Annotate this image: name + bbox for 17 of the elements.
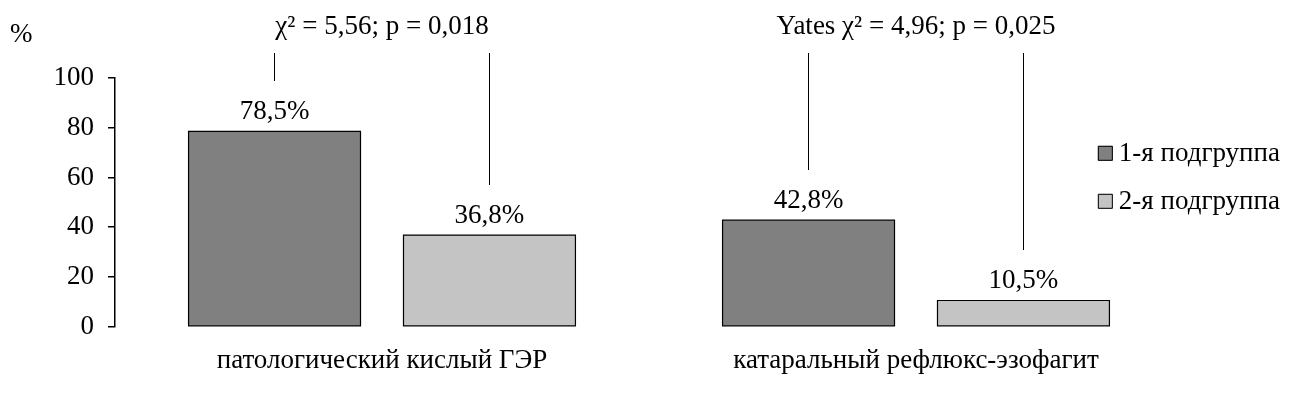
y-axis-title: % [10,18,33,48]
data-label: 42,8% [773,184,844,215]
text: χ² = 5,56; p = 0,018 [274,10,489,40]
data-label: 10,5% [988,264,1059,295]
x-tick-label: патологический кислый ГЭР [216,343,548,374]
y-tick-label: 40 [67,210,94,241]
y-tick-label: 60 [67,160,94,191]
y-tick-label: 100 [53,61,94,92]
y-tick-label: 80 [67,110,94,141]
data-label: 78,5% [239,95,310,126]
y-tick-label: 0 [80,309,94,340]
y-tick-label: 20 [67,259,94,290]
text: Yates χ² = 4,96; p = 0,025 [776,10,1056,40]
legend-label: 2-я подгруппа [1118,185,1281,216]
legend-label: 1-я подгруппа [1118,137,1281,168]
data-label: 36,8% [454,199,525,230]
x-tick-label: катаральный рефлюкс-эзофагит [733,343,1099,374]
